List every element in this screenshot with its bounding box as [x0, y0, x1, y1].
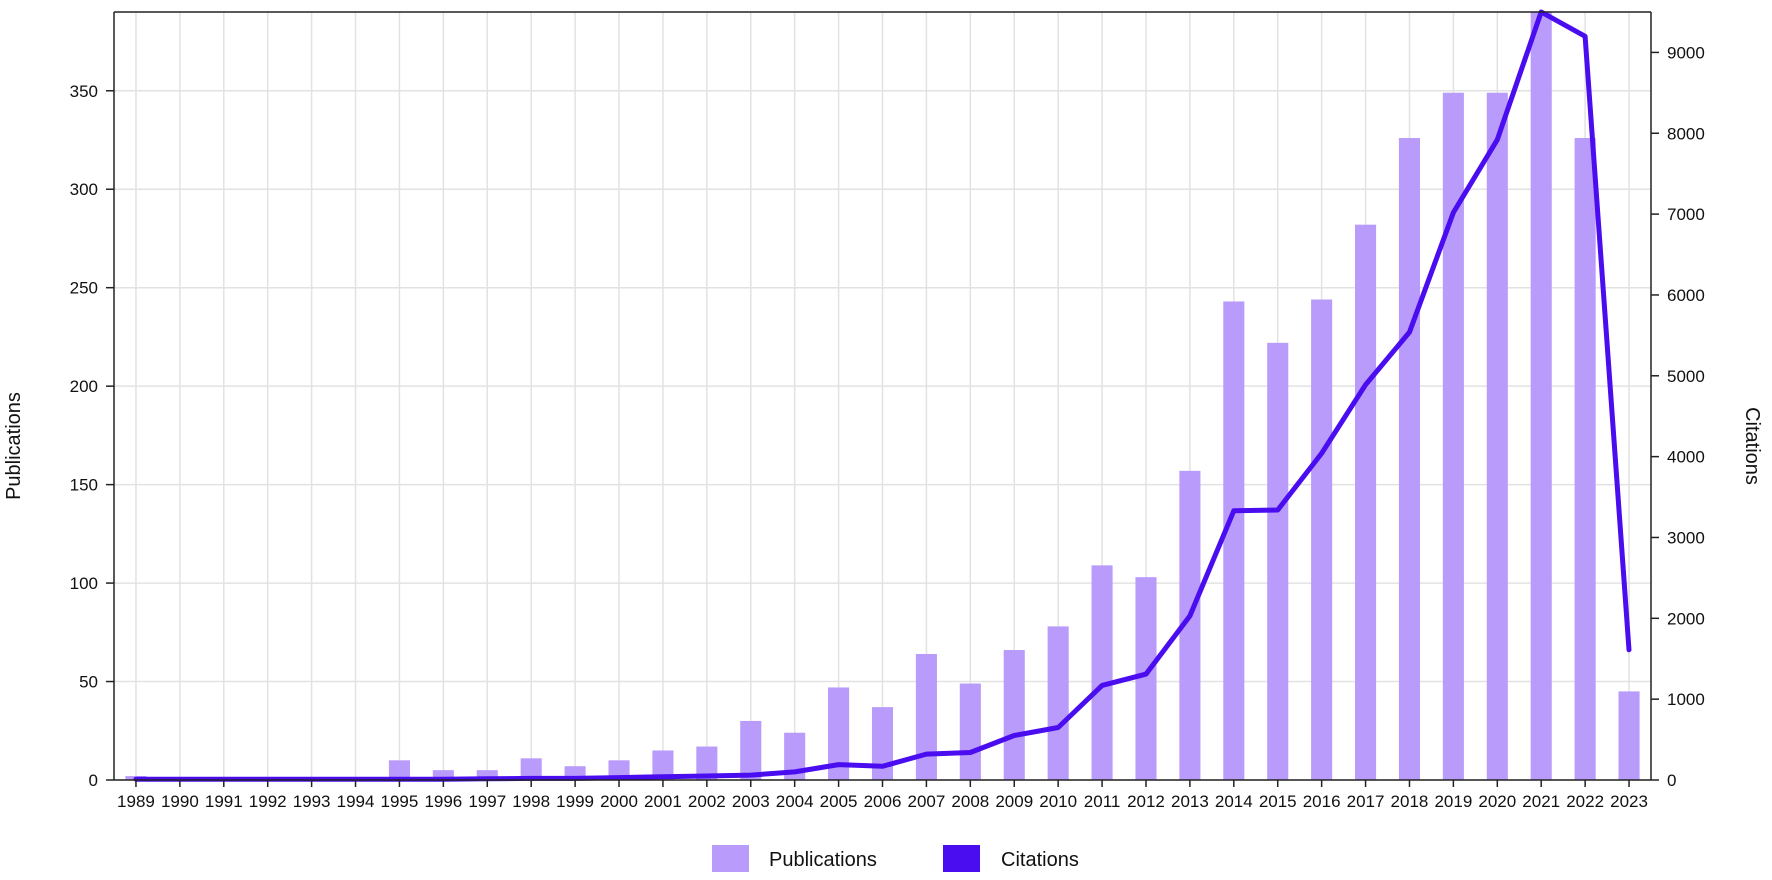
- bar-publications: [959, 683, 981, 780]
- bar-publications: [1311, 299, 1333, 780]
- right-axis-title: Citations: [1741, 407, 1763, 485]
- bar-publications: [652, 750, 674, 780]
- bar-publications: [1047, 626, 1069, 780]
- left-axis-title: Publications: [3, 392, 25, 500]
- right-y-axis-ticks: 0 1000 2000 3000 4000 5000 6000 7000 8000 9000: [1651, 43, 1705, 790]
- x-tick-label: 2020: [1478, 792, 1516, 811]
- y-tick-label: 250: [70, 279, 98, 298]
- y2-tick-label: 1000: [1667, 690, 1705, 709]
- y-tick-label: 200: [70, 377, 98, 396]
- bar-publications: [1355, 224, 1377, 780]
- y-tick-label: 100: [70, 574, 98, 593]
- y2-tick-label: 8000: [1667, 124, 1705, 143]
- bar-publications: [1223, 301, 1245, 780]
- bar-publications: [432, 770, 454, 780]
- x-tick-label: 1992: [249, 792, 287, 811]
- legend: Publications Citations: [712, 845, 1079, 872]
- x-tick-label: 2010: [1039, 792, 1077, 811]
- x-tick-label: 1997: [468, 792, 506, 811]
- bar-publications: [871, 707, 894, 780]
- x-tick-label: 2003: [732, 792, 770, 811]
- bar-publications: [476, 770, 498, 780]
- y-tick-label: 50: [79, 673, 98, 692]
- y2-tick-label: 5000: [1667, 367, 1705, 386]
- citations-line: [133, 9, 1632, 782]
- bar-publications: [1442, 92, 1464, 780]
- bar-publications: [1091, 565, 1113, 780]
- y-tick-label: 350: [70, 82, 98, 101]
- bar-publications: [520, 758, 542, 780]
- x-tick-label: 2004: [776, 792, 814, 811]
- y2-tick-label: 9000: [1667, 43, 1705, 62]
- y2-tick-label: 4000: [1667, 448, 1705, 467]
- x-tick-label: 2013: [1171, 792, 1209, 811]
- x-tick-label: 2005: [820, 792, 858, 811]
- legend-swatch-citations: [943, 845, 980, 872]
- x-tick-label: 2022: [1566, 792, 1604, 811]
- left-y-axis-ticks: 0 50 100 150 200 250 300 350: [70, 82, 114, 790]
- x-tick-label: 2019: [1434, 792, 1472, 811]
- bar-publications: [1398, 138, 1421, 780]
- x-tick-label: 2014: [1215, 792, 1253, 811]
- bar-publications: [1486, 92, 1508, 780]
- x-tick-label: 1994: [337, 792, 375, 811]
- bar-publications: [1574, 138, 1596, 780]
- y2-tick-label: 7000: [1667, 205, 1705, 224]
- x-tick-label: 2018: [1391, 792, 1429, 811]
- x-tick-label: 2001: [644, 792, 682, 811]
- x-tick-label: 2009: [995, 792, 1033, 811]
- y-tick-label: 0: [89, 771, 98, 790]
- bar-publications: [1618, 691, 1640, 780]
- legend-label-publications: Publications: [769, 849, 877, 871]
- x-tick-label: 1995: [381, 792, 419, 811]
- x-tick-label: 2016: [1303, 792, 1341, 811]
- x-tick-label: 2023: [1610, 792, 1648, 811]
- y-tick-label: 150: [70, 476, 98, 495]
- x-tick-label: 1989: [117, 792, 155, 811]
- legend-label-citations: Citations: [1001, 849, 1079, 871]
- x-tick-label: 2017: [1347, 792, 1385, 811]
- y2-tick-label: 3000: [1667, 528, 1705, 547]
- x-tick-label: 1991: [205, 792, 243, 811]
- y-tick-label: 300: [70, 180, 98, 199]
- bar-publications: [915, 653, 937, 780]
- x-tick-label: 2006: [864, 792, 902, 811]
- bar-publications: [388, 760, 410, 780]
- x-tick-label: 2008: [951, 792, 989, 811]
- bar-publications: [828, 687, 850, 780]
- x-axis-ticks: 1989 1990 1991 1992 1993 1994 1995 1996 1997 1998…: [117, 780, 1648, 811]
- bar-publications: [784, 732, 806, 780]
- x-tick-label: 2011: [1084, 792, 1121, 811]
- bar-publications: [1179, 470, 1201, 780]
- x-tick-label: 1993: [293, 792, 331, 811]
- bar-publications: [740, 720, 762, 780]
- bar-publications: [1267, 342, 1289, 780]
- bar-publications: [1135, 577, 1157, 780]
- x-tick-label: 2015: [1259, 792, 1297, 811]
- grid: [114, 12, 1651, 781]
- legend-swatch-publications: [712, 845, 749, 872]
- x-tick-label: 2012: [1127, 792, 1165, 811]
- bar-publications: [1003, 650, 1025, 780]
- y2-tick-label: 6000: [1667, 286, 1705, 305]
- x-tick-label: 1998: [512, 792, 550, 811]
- x-tick-label: 2000: [600, 792, 638, 811]
- x-tick-label: 2002: [688, 792, 726, 811]
- x-tick-label: 1999: [556, 792, 594, 811]
- publication-bars: [125, 12, 1640, 780]
- y2-tick-label: 2000: [1667, 609, 1705, 628]
- bar-publications: [1530, 12, 1552, 780]
- x-tick-label: 2021: [1522, 792, 1560, 811]
- x-tick-label: 1996: [424, 792, 462, 811]
- y2-tick-label: 0: [1667, 771, 1676, 790]
- x-tick-label: 1990: [161, 792, 199, 811]
- x-tick-label: 2007: [908, 792, 946, 811]
- bar-publications: [696, 746, 718, 780]
